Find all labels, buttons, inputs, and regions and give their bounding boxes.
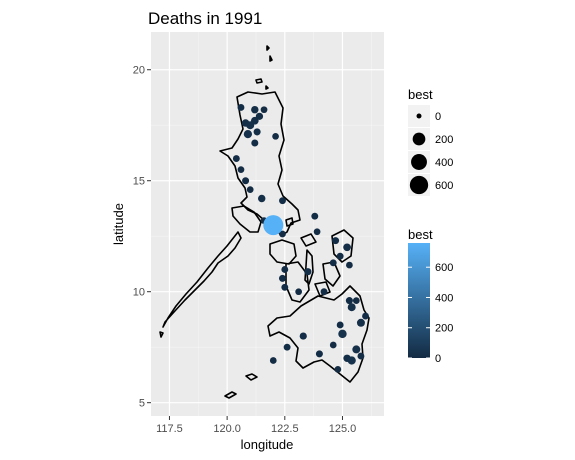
minor-gridlines	[151, 32, 384, 416]
y-axis-ticks: 5 10 15 20	[133, 65, 151, 410]
data-point	[246, 186, 254, 193]
data-point	[346, 261, 353, 269]
data-point	[329, 341, 337, 349]
coastline-masbate	[300, 233, 317, 247]
coastline-cebu	[304, 249, 314, 285]
data-point	[260, 106, 268, 114]
x-axis-ticks: 117.5 120.0 122.5 125.0	[156, 416, 356, 435]
data-point	[352, 345, 361, 354]
coastline-marinduque	[285, 217, 294, 227]
y-tick-label: 10	[133, 287, 145, 299]
data-point	[253, 128, 261, 136]
data-point	[334, 366, 342, 373]
coastline-palawan	[162, 231, 242, 328]
data-point	[269, 357, 277, 364]
data-point	[313, 228, 321, 236]
size-legend-key	[411, 154, 427, 170]
size-legend-label: 600	[435, 180, 453, 192]
data-point	[332, 237, 340, 245]
data-point	[336, 252, 344, 260]
y-tick-label: 20	[133, 65, 145, 77]
coastline-bohol	[314, 281, 331, 297]
data-point	[299, 332, 307, 340]
data-points	[232, 104, 369, 373]
size-legend-keys: 0 200 400 600	[408, 105, 453, 196]
color-legend-title: best	[408, 227, 433, 242]
data-point	[329, 259, 337, 267]
x-tick-label: 122.5	[271, 423, 299, 435]
coastline-samar	[331, 229, 354, 263]
data-point	[263, 215, 284, 236]
data-point	[281, 266, 289, 273]
colorbar-label: 200	[435, 323, 453, 335]
y-tick-label: 5	[139, 398, 145, 410]
data-point	[279, 197, 286, 205]
data-point	[352, 297, 360, 304]
major-gridlines	[151, 32, 384, 416]
data-point	[237, 166, 245, 173]
data-point	[279, 230, 286, 238]
data-point	[343, 243, 351, 252]
coastline-palawan-islet	[159, 331, 164, 338]
data-point	[356, 318, 365, 327]
data-point	[304, 268, 312, 276]
data-point	[311, 212, 319, 220]
data-point	[338, 329, 347, 339]
coastline-sulu	[224, 373, 258, 399]
coastline	[159, 45, 370, 399]
data-point	[345, 297, 353, 305]
data-point	[362, 312, 369, 320]
data-point	[232, 155, 240, 162]
data-point	[347, 303, 356, 312]
data-point	[251, 105, 259, 114]
colorbar-label: 400	[435, 292, 453, 304]
size-legend-title: best	[408, 87, 433, 102]
x-tick-label: 117.5	[156, 423, 183, 435]
data-point	[281, 283, 289, 291]
data-point	[283, 343, 291, 351]
size-legend-key	[409, 175, 429, 195]
coastline-batanes	[266, 45, 273, 62]
data-point	[347, 356, 356, 365]
data-point	[336, 321, 344, 329]
coastline-mindanao	[267, 285, 370, 383]
coastline-mindoro	[231, 205, 262, 233]
data-point	[251, 139, 259, 147]
color-legend: best 0 200 400 600	[408, 227, 453, 365]
size-legend-label: 0	[435, 111, 441, 123]
colorbar	[408, 243, 430, 358]
data-point	[272, 132, 279, 140]
data-point	[278, 274, 287, 282]
data-point	[320, 288, 328, 296]
data-point	[242, 177, 250, 185]
data-point	[357, 352, 365, 360]
size-legend-label: 400	[435, 157, 453, 169]
colorbar-label: 600	[435, 262, 453, 274]
x-tick-label: 125.0	[329, 423, 357, 435]
x-tick-label: 120.0	[213, 423, 241, 435]
data-point	[243, 129, 253, 139]
x-axis-title: longitude	[241, 437, 294, 452]
colorbar-label: 0	[435, 353, 441, 365]
size-legend-key	[416, 113, 422, 119]
y-tick-label: 15	[133, 176, 145, 188]
colorbar-ticks: 0 200 400 600	[408, 262, 453, 365]
data-point	[295, 288, 303, 296]
data-point	[258, 194, 266, 203]
chart-title: Deaths in 1991	[148, 9, 262, 28]
coastline-babuyan	[255, 78, 269, 90]
data-point	[237, 104, 245, 111]
size-legend: best 0 200 400 600	[408, 87, 453, 196]
y-axis-title: latitude	[111, 203, 126, 245]
data-point	[246, 121, 255, 130]
data-point	[315, 350, 323, 358]
coastline-panay	[269, 239, 297, 265]
size-legend-key	[412, 132, 426, 146]
size-legend-label: 200	[435, 134, 453, 146]
